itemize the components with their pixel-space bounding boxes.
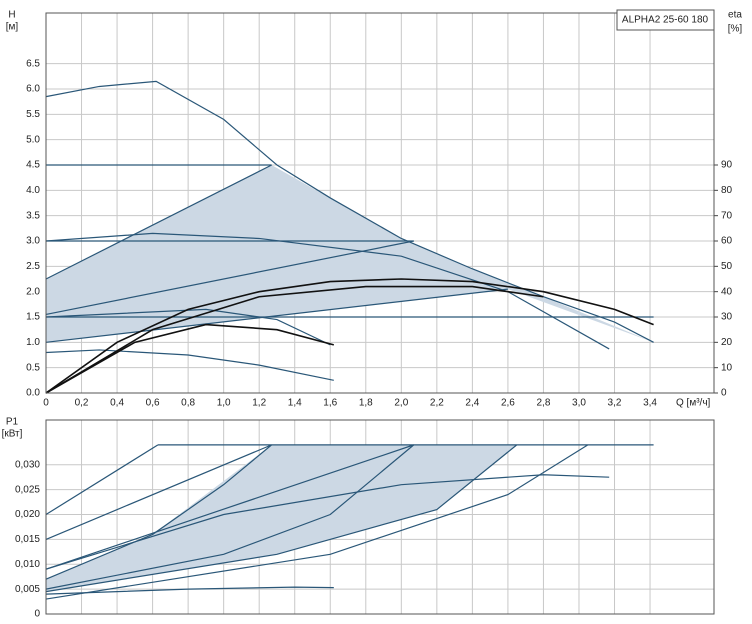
pump-curve [45,164,272,280]
y2-tick-label: 20 [721,337,733,348]
y-tick-label: 3.0 [26,236,40,247]
y-axis-unit: [кВт] [2,429,23,440]
y-tick-label: 6.0 [26,84,40,95]
x-tick-label: 2,0 [394,398,408,409]
y-tick-label: 0 [34,609,40,620]
y-tick-label: 4.0 [26,185,40,196]
title-box [616,9,715,31]
y-axis-unit: [м] [6,22,19,33]
pump-curve [45,444,518,593]
x-tick-label: 0 [43,398,49,409]
y-tick-label: 1.5 [26,312,40,323]
plot-frame [45,419,715,615]
x-tick-label: 1,0 [217,398,231,409]
pump-curve [45,308,331,346]
y-tick-label: 6.5 [26,58,40,69]
pump-curve [45,288,508,343]
x-tick-label: 3,0 [572,398,586,409]
y-tick-label: 0.5 [26,362,40,373]
y2-tick-label: 70 [721,210,733,221]
x-tick-label: 0,8 [181,398,195,409]
pump-curve [45,240,414,316]
x-tick-label: 2,2 [430,398,444,409]
x-tick-label: 3,4 [643,398,657,409]
y-tick-label: 5.5 [26,109,40,120]
x-tick-label: 0,6 [146,398,160,409]
y2-axis-label: eta [728,10,742,21]
y-tick-label: 0.0 [26,388,40,399]
x-tick-label: 0,2 [75,398,89,409]
pump-curve [45,586,334,595]
chart-title: ALPHA2 25-60 180 [622,15,709,26]
x-tick-label: 2,4 [465,398,479,409]
y-axis-label: H [8,10,15,21]
y-tick-label: 0,030 [15,459,40,470]
y-tick-label: 0,005 [15,584,40,595]
efficiency-curve [45,323,335,394]
x-axis-label: Q [м³/ч] [676,398,711,409]
x-tick-label: 1,2 [252,398,266,409]
pump-curve [45,444,589,600]
x-tick-label: 2,8 [536,398,550,409]
pump-curve [45,444,159,516]
pump-curve [45,80,654,343]
y-tick-label: 3.5 [26,210,40,221]
pump-curve [45,474,610,570]
y2-axis-unit: [%] [728,24,743,35]
y-tick-label: 0,020 [15,509,40,520]
y-tick-label: 2.0 [26,286,40,297]
y-tick-label: 0,025 [15,484,40,495]
plot-frame [45,12,715,394]
y2-tick-label: 80 [721,185,733,196]
x-tick-label: 1,6 [323,398,337,409]
pump-curve [45,232,610,350]
y-tick-label: 1.0 [26,337,40,348]
y2-tick-label: 10 [721,362,733,373]
y-tick-label: 5.0 [26,134,40,145]
plot-area [46,13,714,393]
x-tick-label: 1,4 [288,398,302,409]
y2-tick-label: 40 [721,286,733,297]
y-tick-label: 0,010 [15,559,40,570]
x-tick-label: 2,6 [501,398,515,409]
y2-tick-label: 60 [721,236,733,247]
operating-area [46,444,517,592]
efficiency-curve [45,285,544,394]
y-tick-label: 2.5 [26,261,40,272]
pump-curve [45,444,414,570]
y2-tick-label: 0 [721,388,727,399]
x-tick-label: 3,2 [608,398,622,409]
y-tick-label: 0,015 [15,534,40,545]
pump-curve [45,444,415,590]
x-tick-label: 0,4 [110,398,124,409]
x-tick-label: 1,8 [359,398,373,409]
y2-tick-label: 50 [721,261,733,272]
y2-tick-label: 90 [721,160,733,171]
efficiency-curve [45,278,654,394]
pump-curve [45,444,273,580]
pump-curve [45,444,272,540]
y-axis-label: P1 [6,417,19,428]
pump-curve [45,349,334,381]
y2-tick-label: 30 [721,312,733,323]
y-tick-label: 4.5 [26,160,40,171]
